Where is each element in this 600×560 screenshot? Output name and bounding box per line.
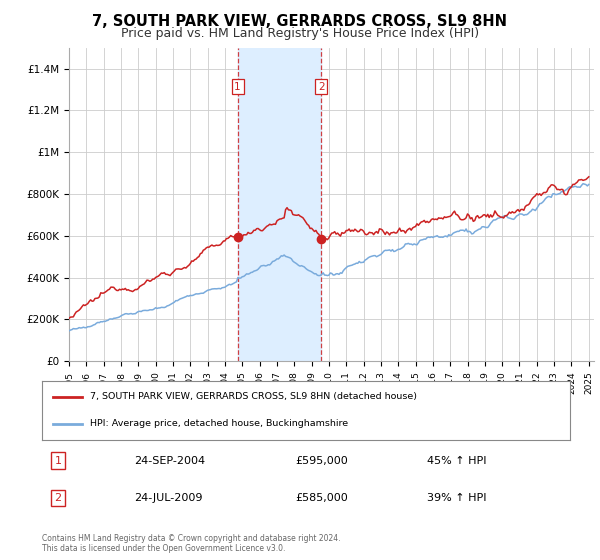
Text: 7, SOUTH PARK VIEW, GERRARDS CROSS, SL9 8HN: 7, SOUTH PARK VIEW, GERRARDS CROSS, SL9 … (92, 14, 508, 29)
Text: 1: 1 (55, 456, 61, 465)
Text: £585,000: £585,000 (295, 493, 348, 503)
Text: 7, SOUTH PARK VIEW, GERRARDS CROSS, SL9 8HN (detached house): 7, SOUTH PARK VIEW, GERRARDS CROSS, SL9 … (89, 392, 416, 401)
Text: Price paid vs. HM Land Registry's House Price Index (HPI): Price paid vs. HM Land Registry's House … (121, 27, 479, 40)
Text: HPI: Average price, detached house, Buckinghamshire: HPI: Average price, detached house, Buck… (89, 419, 347, 428)
Text: 24-JUL-2009: 24-JUL-2009 (134, 493, 203, 503)
Text: 24-SEP-2004: 24-SEP-2004 (134, 456, 206, 465)
Text: Contains HM Land Registry data © Crown copyright and database right 2024.
This d: Contains HM Land Registry data © Crown c… (42, 534, 341, 553)
Bar (238, 48, 321, 361)
Text: 1: 1 (234, 82, 241, 92)
Text: 2: 2 (318, 82, 325, 92)
Text: £595,000: £595,000 (295, 456, 348, 465)
Text: 39% ↑ HPI: 39% ↑ HPI (427, 493, 487, 503)
Text: 2: 2 (54, 493, 61, 503)
Text: 45% ↑ HPI: 45% ↑ HPI (427, 456, 487, 465)
